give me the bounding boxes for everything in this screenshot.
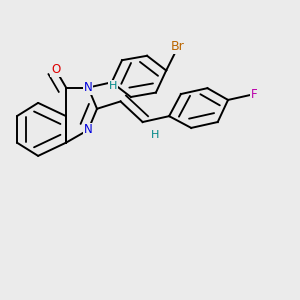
Text: H: H — [151, 130, 159, 140]
Text: Br: Br — [171, 40, 185, 53]
Text: O: O — [51, 63, 60, 76]
Text: N: N — [84, 124, 92, 136]
Text: F: F — [251, 88, 258, 100]
Text: H: H — [109, 81, 117, 91]
Text: N: N — [84, 81, 92, 94]
